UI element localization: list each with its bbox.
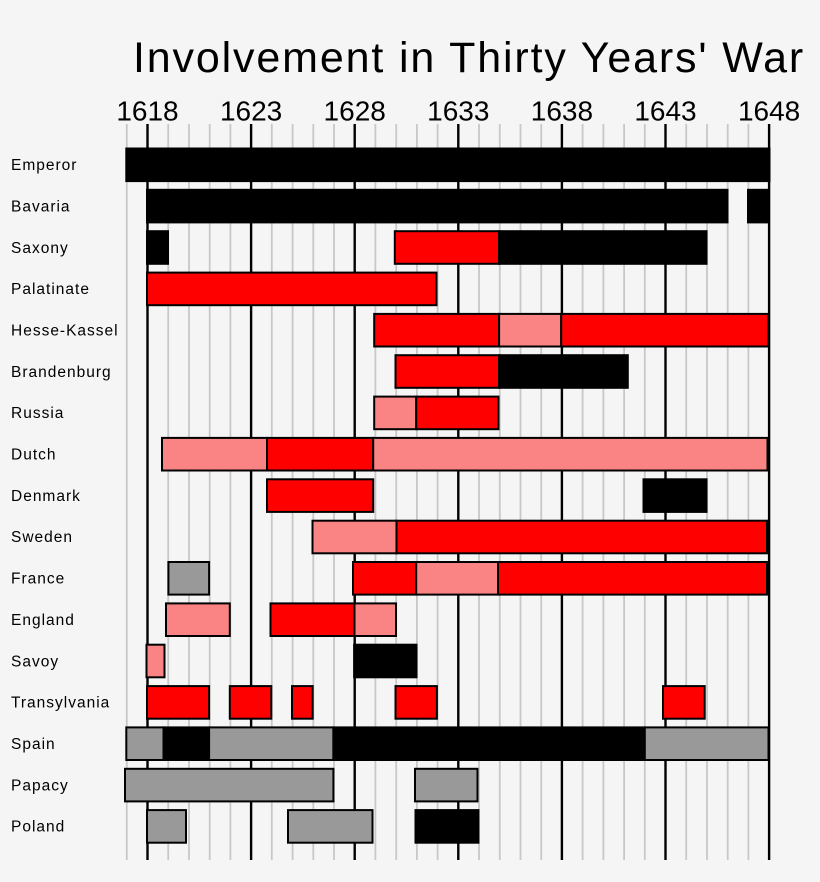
svg-text:1623: 1623 xyxy=(220,96,282,127)
svg-text:1633: 1633 xyxy=(427,96,489,127)
svg-text:Hesse-Kassel: Hesse-Kassel xyxy=(11,323,119,340)
svg-text:Emperor: Emperor xyxy=(11,157,77,174)
svg-text:Brandenburg: Brandenburg xyxy=(11,364,112,381)
svg-text:England: England xyxy=(11,612,75,629)
svg-text:Saxony: Saxony xyxy=(11,240,69,257)
svg-text:France: France xyxy=(11,571,65,588)
svg-text:Dutch: Dutch xyxy=(11,447,57,464)
svg-text:Palatinate: Palatinate xyxy=(11,281,90,298)
svg-text:1643: 1643 xyxy=(634,96,696,127)
svg-text:Sweden: Sweden xyxy=(11,529,73,546)
svg-text:Involvement in Thirty Years' W: Involvement in Thirty Years' War xyxy=(133,34,805,82)
svg-text:1618: 1618 xyxy=(116,96,178,127)
svg-text:Bavaria: Bavaria xyxy=(11,199,71,216)
svg-text:Denmark: Denmark xyxy=(11,488,81,505)
svg-text:Savoy: Savoy xyxy=(11,653,59,670)
svg-text:Papacy: Papacy xyxy=(11,777,69,794)
svg-text:Spain: Spain xyxy=(11,736,56,753)
svg-text:1648: 1648 xyxy=(738,96,800,127)
svg-text:Transylvania: Transylvania xyxy=(11,695,110,712)
svg-text:1628: 1628 xyxy=(324,96,386,127)
svg-text:1638: 1638 xyxy=(531,96,593,127)
svg-text:Poland: Poland xyxy=(11,819,65,836)
svg-text:Russia: Russia xyxy=(11,405,64,422)
